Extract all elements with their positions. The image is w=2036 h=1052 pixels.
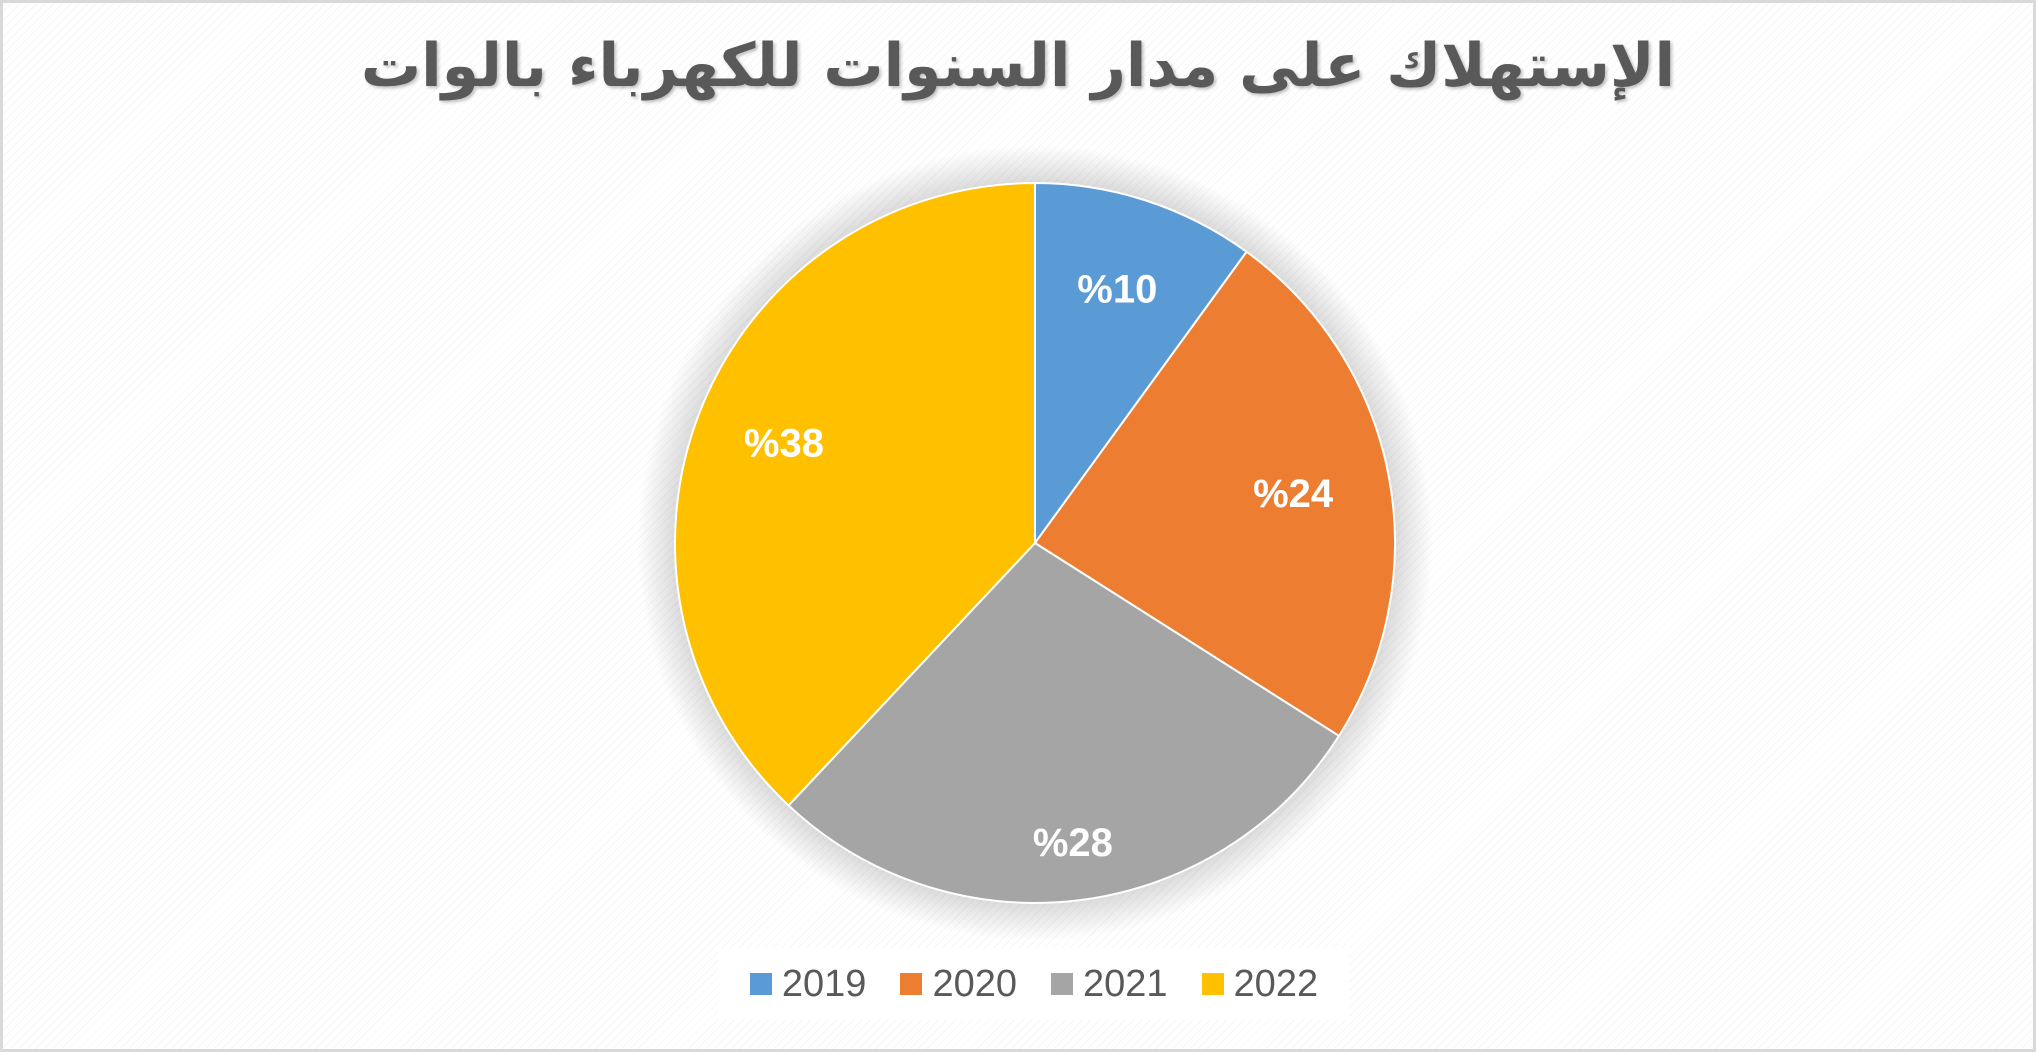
legend-swatch-2021 — [1051, 973, 1073, 995]
pie-slice-2022 — [674, 181, 1036, 807]
chart-legend: 2019 2020 2021 2022 — [719, 948, 1349, 1020]
legend-swatch-2020 — [900, 973, 923, 995]
data-label-2019: %10 — [1077, 268, 1157, 312]
pie-slice-2019 — [1034, 181, 1248, 547]
data-label-2021: %28 — [1033, 821, 1113, 865]
legend-item-2019: 2019 — [749, 962, 867, 1006]
legend-label-2021: 2021 — [1083, 962, 1168, 1005]
legend-label-2022: 2022 — [1233, 962, 1319, 1005]
legend-swatch-2019 — [749, 973, 772, 995]
legend-label-2020: 2020 — [932, 962, 1017, 1005]
legend-item-2021: 2021 — [1051, 963, 1168, 1006]
pie-chart: %10 %24 %28 %38 — [637, 145, 1433, 941]
data-label-2022: %38 — [744, 422, 824, 466]
pie-slice-2021 — [787, 541, 1341, 904]
legend-item-2022: 2022 — [1201, 962, 1319, 1006]
chart-title: الإستهلاك على مدار السنوات للكهرباء بالو… — [360, 31, 1676, 101]
data-label-2020: %24 — [1253, 472, 1334, 516]
legend-label-2019: 2019 — [781, 962, 867, 1005]
legend-swatch-2022 — [1201, 973, 1224, 995]
legend-item-2020: 2020 — [900, 963, 1017, 1006]
pie-slice-2020 — [1033, 250, 1396, 738]
